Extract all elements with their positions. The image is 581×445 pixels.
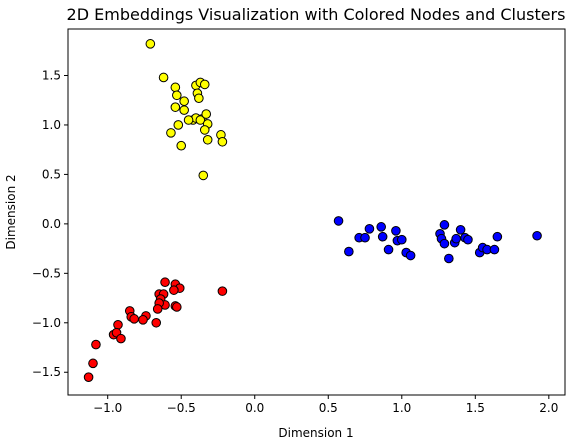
data-point-series-0 bbox=[201, 109, 212, 119]
data-point-series-1 bbox=[489, 244, 500, 255]
y-tick-label: −1.0 bbox=[32, 316, 61, 330]
x-tick-label: 1.0 bbox=[392, 401, 411, 415]
data-point-series-2 bbox=[88, 358, 98, 369]
y-tick-label: 1.0 bbox=[42, 118, 61, 132]
x-tick-label: −1.0 bbox=[93, 401, 122, 415]
ticks-layer: −1.0 −0.5 0.0 0.5 1.0 1.5 2.0 −1.5 −1.0 −0.5 0.0 0.… bbox=[32, 68, 559, 415]
y-tick-label: 0.5 bbox=[42, 167, 61, 181]
data-point-series-0 bbox=[195, 115, 206, 125]
data-point-series-1 bbox=[383, 244, 394, 255]
y-tick-label: 1.5 bbox=[42, 68, 61, 82]
data-point-series-1 bbox=[360, 232, 370, 243]
data-point-series-1 bbox=[377, 231, 388, 242]
x-tick-label: 0.5 bbox=[319, 401, 338, 415]
data-point-series-0 bbox=[202, 134, 213, 145]
data-point-series-1 bbox=[532, 230, 542, 241]
data-point-series-2 bbox=[116, 333, 126, 344]
data-point-series-1 bbox=[463, 234, 473, 245]
data-point-series-1 bbox=[391, 225, 401, 236]
data-point-series-1 bbox=[344, 246, 354, 257]
data-point-series-2 bbox=[151, 317, 162, 328]
data-point-series-2 bbox=[172, 302, 182, 312]
data-point-series-0 bbox=[199, 125, 210, 135]
data-point-series-0 bbox=[170, 102, 181, 112]
data-point-series-2 bbox=[217, 286, 228, 296]
y-tick-label: 0.0 bbox=[42, 217, 61, 231]
data-point-series-2 bbox=[138, 315, 148, 325]
data-point-series-0 bbox=[158, 72, 169, 83]
x-tick-label: −0.5 bbox=[167, 401, 196, 415]
data-point-series-0 bbox=[179, 96, 189, 107]
markers-layer bbox=[83, 39, 542, 382]
data-point-series-0 bbox=[173, 120, 184, 130]
data-point-series-0 bbox=[183, 115, 194, 125]
y-axis-label: Dimension 2 bbox=[4, 174, 18, 249]
data-point-series-1 bbox=[492, 231, 503, 242]
x-tick-label: 2.0 bbox=[539, 401, 558, 415]
data-point-series-1 bbox=[455, 225, 466, 235]
data-point-series-0 bbox=[166, 128, 176, 138]
data-point-series-1 bbox=[444, 253, 454, 264]
data-point-series-0 bbox=[172, 90, 182, 101]
data-point-series-2 bbox=[91, 339, 101, 350]
data-point-series-2 bbox=[113, 319, 123, 330]
data-point-series-0 bbox=[199, 79, 210, 90]
data-point-series-2 bbox=[152, 304, 163, 314]
data-point-series-1 bbox=[439, 220, 450, 230]
data-point-series-1 bbox=[364, 224, 375, 234]
data-point-series-2 bbox=[169, 285, 179, 295]
data-point-series-1 bbox=[333, 216, 344, 226]
plot-frame bbox=[67, 28, 566, 396]
x-tick-label: 0.0 bbox=[245, 401, 264, 415]
data-point-series-0 bbox=[170, 82, 181, 93]
data-point-series-0 bbox=[176, 140, 187, 151]
data-point-series-0 bbox=[217, 136, 228, 147]
data-point-series-0 bbox=[198, 170, 209, 181]
x-axis-label: Dimension 1 bbox=[278, 426, 353, 440]
chart-title: 2D Embeddings Visualization with Colored… bbox=[67, 5, 566, 24]
y-tick-label: −1.5 bbox=[32, 365, 61, 379]
x-tick-label: 1.5 bbox=[466, 401, 485, 415]
plot-area bbox=[68, 29, 565, 395]
data-point-series-2 bbox=[160, 277, 170, 288]
data-point-series-1 bbox=[439, 238, 450, 249]
data-point-series-1 bbox=[451, 233, 461, 244]
data-point-series-2 bbox=[83, 372, 94, 382]
data-point-series-0 bbox=[194, 93, 204, 104]
data-point-series-0 bbox=[145, 39, 156, 49]
data-point-series-1 bbox=[376, 222, 386, 232]
data-point-series-0 bbox=[179, 105, 189, 115]
data-point-series-1 bbox=[396, 234, 407, 245]
data-point-series-2 bbox=[129, 314, 139, 324]
data-point-series-1 bbox=[405, 250, 416, 261]
y-tick-label: −0.5 bbox=[32, 266, 61, 280]
